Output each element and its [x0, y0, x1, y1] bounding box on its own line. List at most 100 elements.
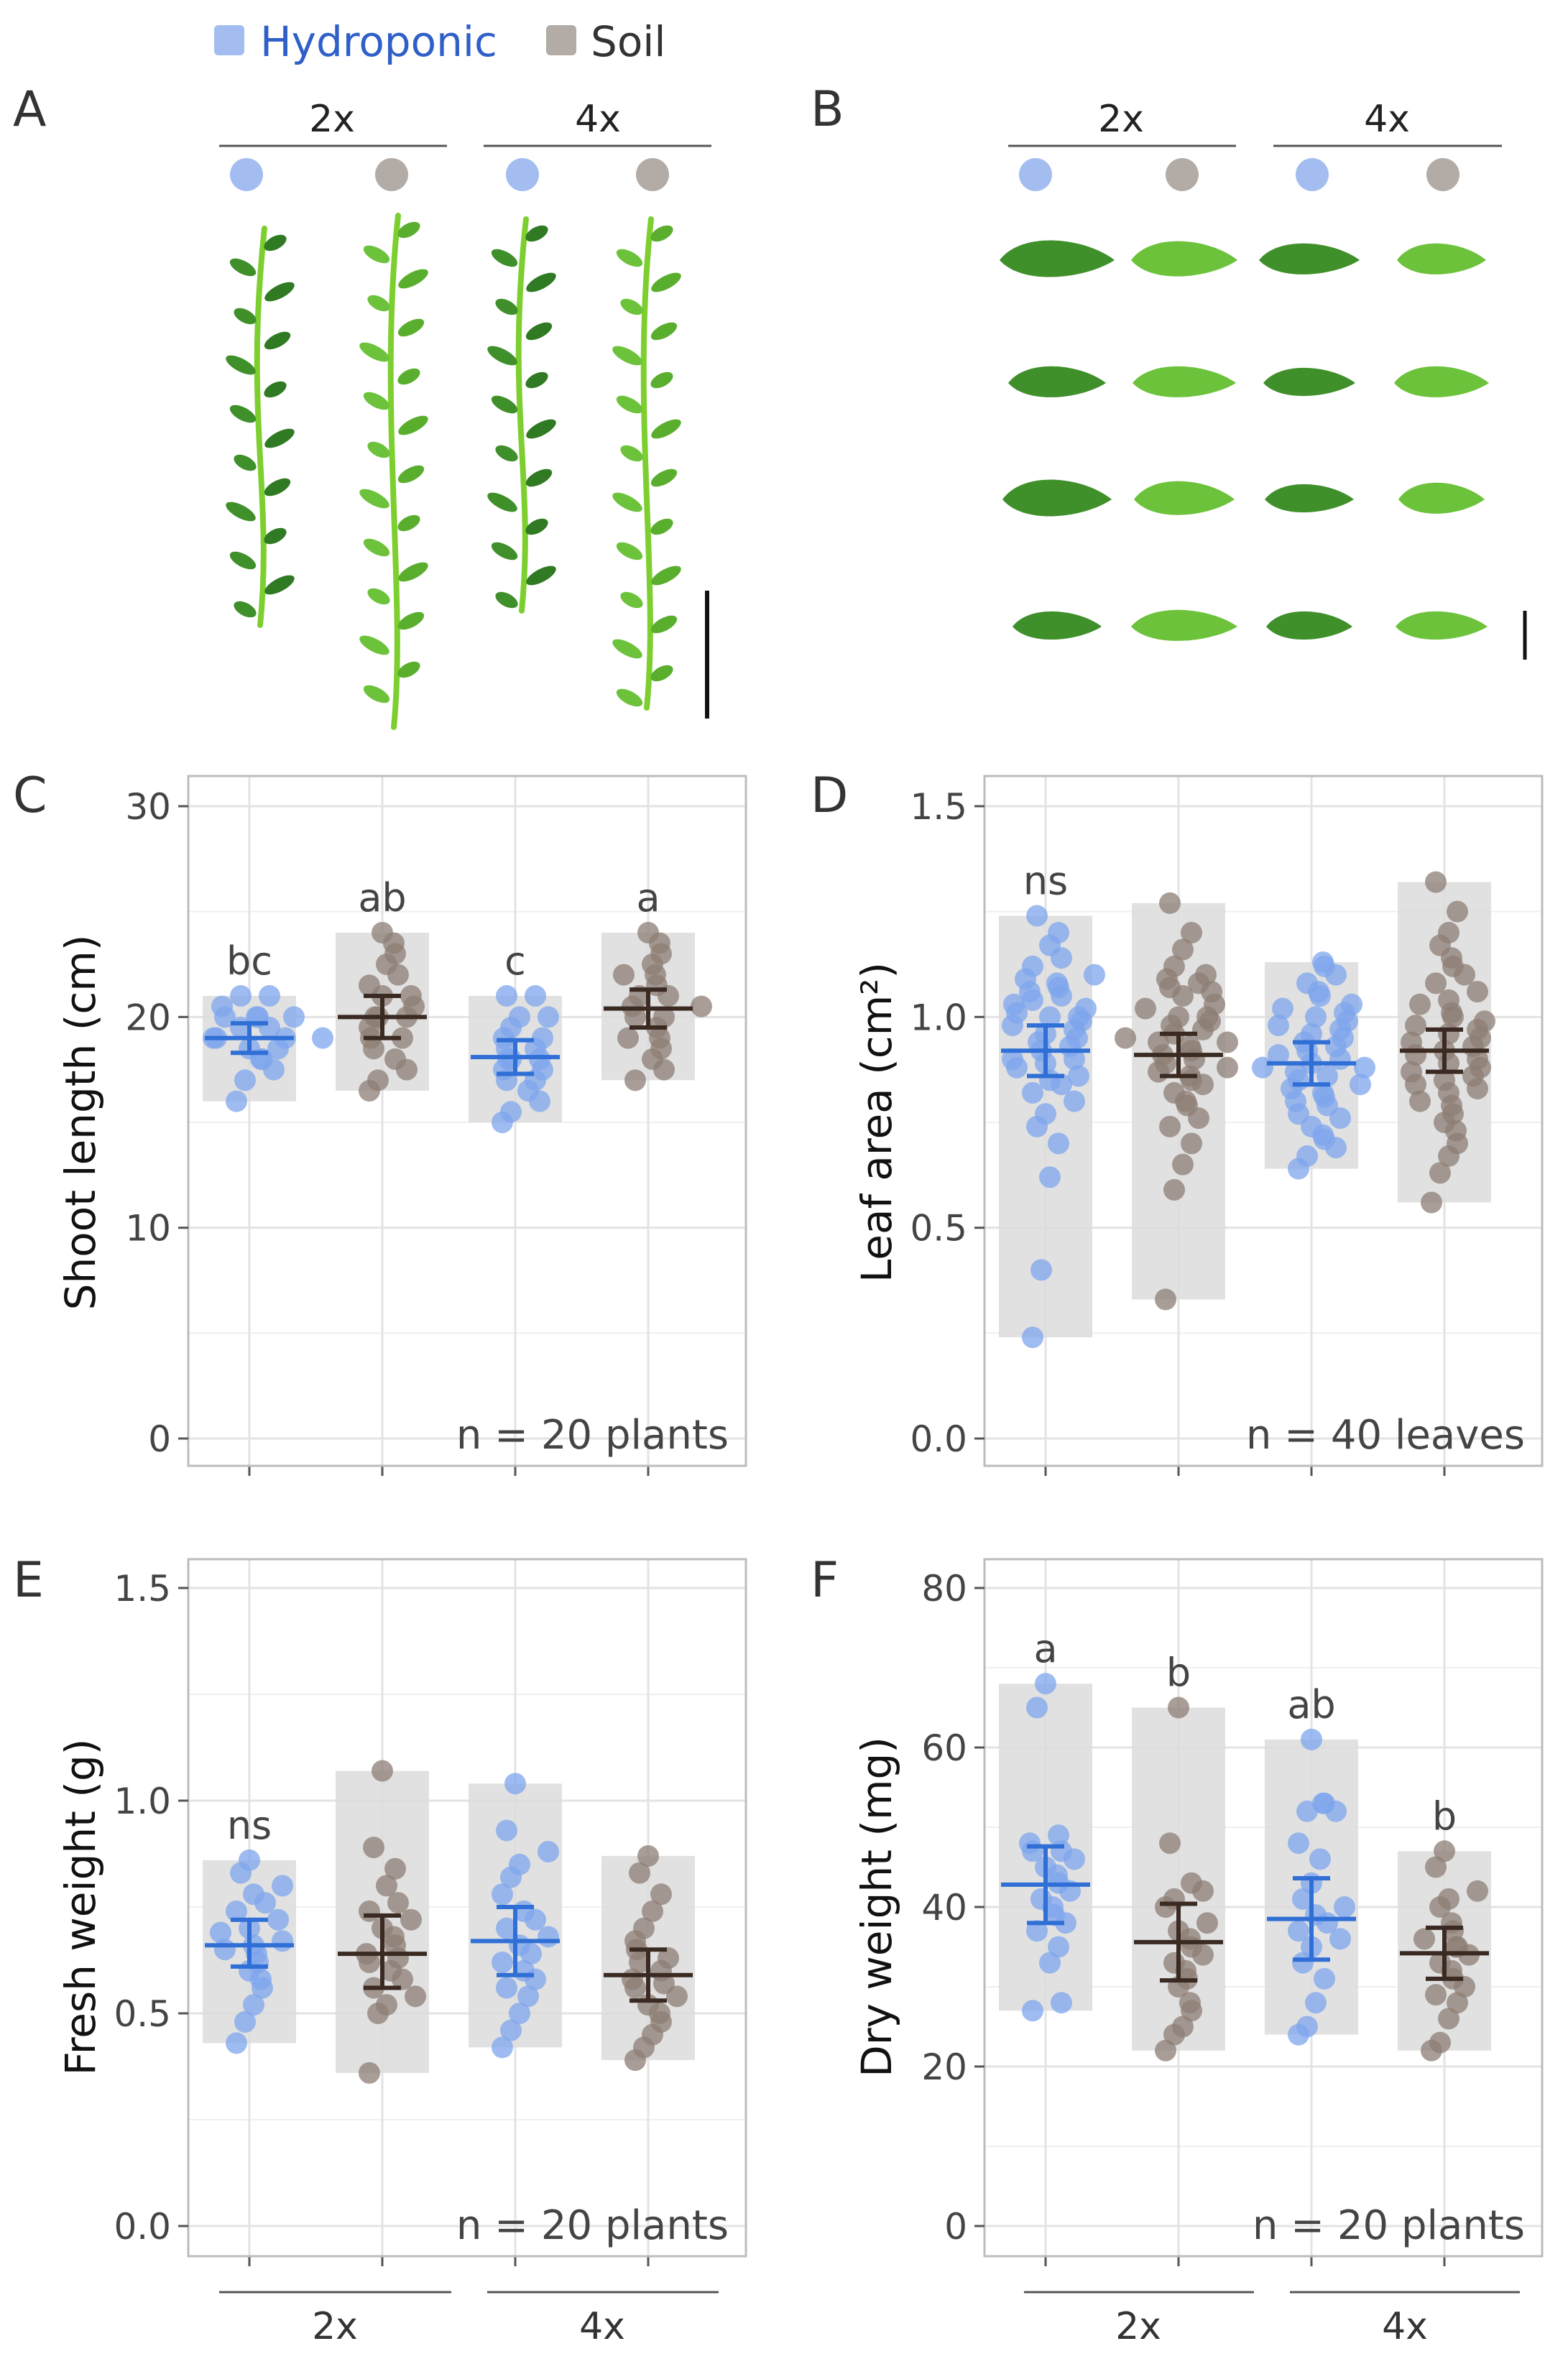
data-point [1163, 1081, 1185, 1104]
data-point [1003, 993, 1025, 1015]
sample-size-note: n = 20 plants [1253, 2202, 1525, 2249]
data-point [532, 1027, 553, 1049]
shoot-leaf [367, 295, 390, 312]
data-point [1314, 1967, 1335, 1990]
sample-size-note: n = 20 plants [456, 1412, 729, 1459]
significance-letter: a [636, 875, 660, 920]
y-tick-label: 20 [125, 997, 171, 1038]
data-point [1195, 964, 1217, 986]
data-point [1429, 2031, 1451, 2054]
shoot-leaf [359, 342, 389, 362]
shoot-stem [640, 216, 654, 711]
data-point [1312, 1081, 1334, 1104]
significance-letter: b [1432, 1793, 1457, 1839]
data-point [1425, 1856, 1447, 1878]
data-point [650, 1883, 672, 1906]
data-point [1172, 2016, 1194, 2038]
data-point [1292, 1888, 1314, 1910]
panel-letter-c: C [13, 767, 47, 824]
y-tick-label: 0.5 [114, 1993, 171, 2035]
shoot-leaf [397, 611, 425, 630]
shoot-leaf [226, 502, 256, 522]
data-point [1434, 1069, 1455, 1091]
significance-letter: ns [227, 1803, 272, 1848]
data-point [1163, 1178, 1185, 1201]
shoot-leaf [397, 465, 425, 484]
data-point [283, 1006, 305, 1028]
series-4x-hydroponic: ab [1265, 1682, 1358, 2046]
y-axis-label: Shoot length (cm) [56, 935, 105, 1311]
panel-letter-e: E [13, 1552, 44, 1609]
panel-b-hydro-dot-4x [1296, 158, 1329, 191]
panel-a-hydro-dot-4x [506, 158, 539, 191]
shoot-leaf [234, 454, 257, 471]
data-point [234, 1069, 256, 1091]
data-point [1409, 1090, 1431, 1112]
panel-a-group-4x: 4x [575, 98, 621, 141]
data-point [1467, 981, 1488, 1003]
data-point [1064, 1090, 1085, 1112]
data-point [1155, 2039, 1176, 2061]
leaf-photo-r4-c3 [1266, 611, 1352, 640]
data-point [210, 1921, 231, 1944]
data-point [509, 1006, 530, 1028]
panel-a-header: 2x 4x [219, 98, 711, 191]
data-point [1467, 1880, 1488, 1902]
panel-a-group-2x: 2x [309, 98, 355, 141]
data-point [691, 995, 712, 1017]
data-point [504, 1773, 526, 1795]
bottom-group-axis: 2x 4x 2x 4x [219, 2291, 1520, 2348]
data-point [1196, 1912, 1218, 1934]
shoot-leaf [650, 615, 678, 634]
data-point [1051, 1992, 1072, 2014]
data-point [1354, 1056, 1375, 1079]
panel-a-soil-dot-4x [636, 158, 669, 191]
y-tick-label: 0 [148, 1418, 171, 1460]
bottom-2x-label-right: 2x [1115, 2305, 1161, 2348]
y-tick-label: 20 [921, 2046, 967, 2088]
data-point [1217, 1031, 1238, 1053]
series-2x-soil [336, 1760, 429, 2084]
shoot-leaf [616, 542, 643, 560]
data-point [1425, 1984, 1447, 2006]
shoot-leaf [495, 445, 518, 462]
shoot-leaf [397, 368, 420, 385]
data-point [509, 2003, 530, 2024]
shoot-leaf [359, 635, 389, 655]
legend-hydroponic-label: Hydroponic [260, 17, 497, 66]
leaf-photo-r4-c2 [1131, 609, 1237, 641]
shoot-leaf [650, 665, 673, 682]
shoot-leaf [226, 355, 256, 375]
y-tick-label: 1.5 [114, 1568, 171, 1610]
data-point [1288, 1832, 1309, 1855]
significance-letter: b [1166, 1650, 1191, 1696]
data-point [1438, 922, 1459, 943]
data-point [1334, 1896, 1355, 1918]
data-point [1296, 972, 1318, 994]
data-point [239, 1849, 260, 1871]
y-tick-label: 10 [125, 1208, 171, 1250]
data-point [1035, 1673, 1056, 1695]
shoot-leaf [397, 514, 420, 532]
data-point [1268, 1015, 1289, 1037]
shoot-photo-3 [487, 216, 556, 614]
data-point [1163, 1952, 1185, 1974]
y-tick-label: 30 [125, 786, 171, 828]
shoot-leaf [264, 527, 287, 545]
shoot-photo-1 [226, 226, 295, 628]
data-point [492, 1883, 513, 1906]
y-tick-label: 0.0 [114, 2206, 171, 2248]
shoot-leaf [612, 492, 642, 512]
data-point [1030, 1888, 1052, 1910]
shoot-leaf [612, 346, 642, 366]
y-tick-label: 1.0 [114, 1781, 171, 1822]
series-2x-soil: ab [336, 875, 429, 1102]
data-point [1026, 1920, 1048, 1942]
data-point [367, 1069, 389, 1091]
series-2x-hydroponic: bc [203, 938, 333, 1112]
data-point [1048, 1936, 1069, 1958]
data-point [500, 2019, 522, 2041]
shoot-leaf [525, 518, 548, 535]
